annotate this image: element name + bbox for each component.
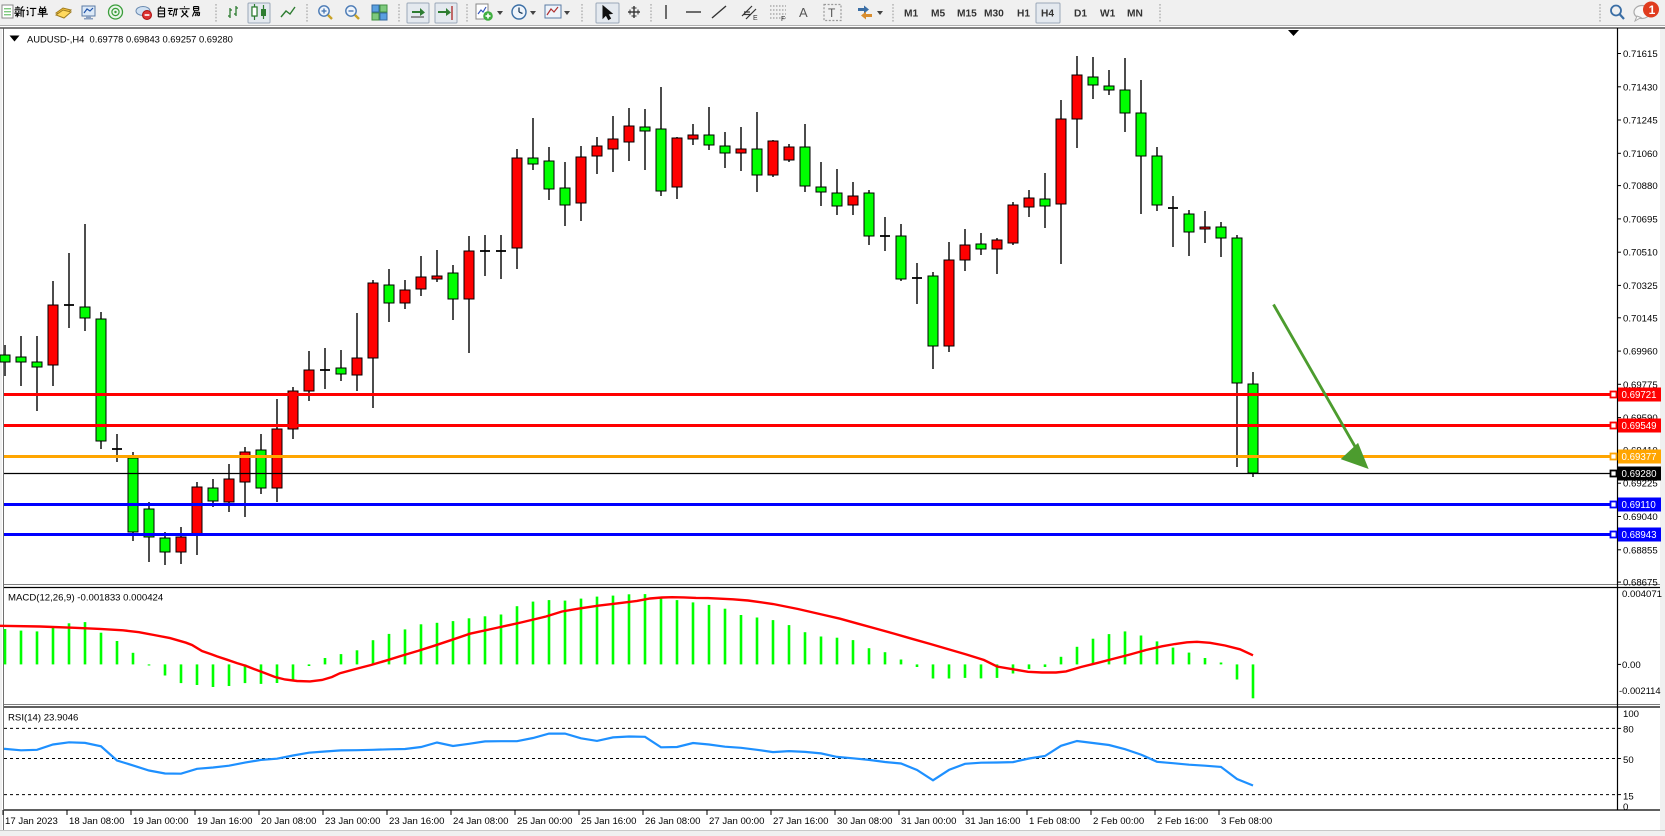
svg-text:31 Jan 00:00: 31 Jan 00:00	[901, 816, 956, 827]
svg-text:0.69549: 0.69549	[1622, 421, 1657, 432]
svg-text:31 Jan 16:00: 31 Jan 16:00	[965, 816, 1020, 827]
svg-text:0: 0	[1623, 802, 1628, 813]
svg-text:80: 80	[1623, 725, 1634, 736]
svg-text:25 Jan 00:00: 25 Jan 00:00	[517, 816, 572, 827]
svg-text:23 Jan 16:00: 23 Jan 16:00	[389, 816, 444, 827]
svg-text:M1: M1	[904, 9, 918, 20]
svg-text:25 Jan 16:00: 25 Jan 16:00	[581, 816, 636, 827]
svg-text:0.71245: 0.71245	[1623, 116, 1658, 127]
svg-text:0.70325: 0.70325	[1623, 281, 1658, 292]
svg-text:H1: H1	[1017, 9, 1030, 20]
svg-text:0.69775: 0.69775	[1623, 380, 1658, 391]
svg-text:F: F	[781, 16, 785, 23]
svg-text:17 Jan 2023: 17 Jan 2023	[5, 816, 58, 827]
svg-text:100: 100	[1623, 709, 1639, 720]
svg-text:M15: M15	[957, 9, 977, 20]
svg-text:D1: D1	[1074, 9, 1087, 20]
svg-text:24 Jan 08:00: 24 Jan 08:00	[453, 816, 508, 827]
svg-text:MACD(12,26,9) -0.001833 0.0004: MACD(12,26,9) -0.001833 0.000424	[8, 593, 164, 604]
svg-text:H4: H4	[1041, 9, 1054, 20]
svg-text:0.71060: 0.71060	[1623, 149, 1658, 160]
svg-text:0.70145: 0.70145	[1623, 313, 1658, 324]
svg-text:M5: M5	[931, 9, 945, 20]
svg-text:A: A	[799, 5, 808, 20]
svg-text:0.69960: 0.69960	[1623, 347, 1658, 358]
svg-text:2 Feb 16:00: 2 Feb 16:00	[1157, 816, 1208, 827]
svg-text:RSI(14) 23.9046: RSI(14) 23.9046	[8, 713, 78, 724]
svg-text:0.004071: 0.004071	[1622, 589, 1662, 600]
svg-text:50: 50	[1623, 755, 1634, 766]
svg-text:1 Feb 08:00: 1 Feb 08:00	[1029, 816, 1080, 827]
svg-text:0.70880: 0.70880	[1623, 181, 1658, 192]
svg-text:30 Jan 08:00: 30 Jan 08:00	[837, 816, 892, 827]
svg-text:3 Feb 08:00: 3 Feb 08:00	[1221, 816, 1272, 827]
svg-text:19 Jan 00:00: 19 Jan 00:00	[133, 816, 188, 827]
svg-text:18 Jan 08:00: 18 Jan 08:00	[69, 816, 124, 827]
svg-text:-0.002114: -0.002114	[1619, 685, 1661, 696]
svg-text:0.69377: 0.69377	[1622, 452, 1657, 463]
svg-text:0.68855: 0.68855	[1623, 545, 1658, 556]
svg-text:W1: W1	[1100, 9, 1116, 20]
svg-text:0.69110: 0.69110	[1622, 500, 1657, 511]
svg-text:MN: MN	[1127, 9, 1143, 20]
svg-text:0.69280: 0.69280	[1622, 469, 1658, 480]
svg-text:0.69721: 0.69721	[1622, 390, 1657, 401]
svg-text:23 Jan 00:00: 23 Jan 00:00	[325, 816, 380, 827]
svg-text:E: E	[753, 15, 758, 22]
svg-text:27 Jan 00:00: 27 Jan 00:00	[709, 816, 764, 827]
svg-text:1: 1	[1649, 3, 1656, 17]
svg-text:0.70510: 0.70510	[1623, 248, 1658, 259]
svg-text:26 Jan 08:00: 26 Jan 08:00	[645, 816, 700, 827]
svg-text:0.69225: 0.69225	[1623, 479, 1658, 490]
svg-text:19 Jan 16:00: 19 Jan 16:00	[197, 816, 252, 827]
svg-text:M30: M30	[984, 9, 1004, 20]
svg-text:0.70695: 0.70695	[1623, 214, 1658, 225]
svg-text:0.68675: 0.68675	[1623, 578, 1658, 589]
svg-text:AUDUSD-,H4 0.69778 0.69843 0.: AUDUSD-,H4 0.69778 0.69843 0.69257 0.692…	[27, 34, 233, 45]
svg-text:0.68943: 0.68943	[1622, 530, 1657, 541]
svg-text:T: T	[828, 6, 836, 20]
svg-text:27 Jan 16:00: 27 Jan 16:00	[773, 816, 828, 827]
svg-text:0.00: 0.00	[1622, 660, 1641, 671]
svg-text:0.71430: 0.71430	[1623, 82, 1658, 93]
svg-text:15: 15	[1623, 792, 1634, 803]
svg-text:0.69040: 0.69040	[1623, 512, 1658, 523]
svg-text:0.71615: 0.71615	[1623, 49, 1658, 60]
svg-text:2 Feb 00:00: 2 Feb 00:00	[1093, 816, 1144, 827]
svg-text:20 Jan 08:00: 20 Jan 08:00	[261, 816, 316, 827]
